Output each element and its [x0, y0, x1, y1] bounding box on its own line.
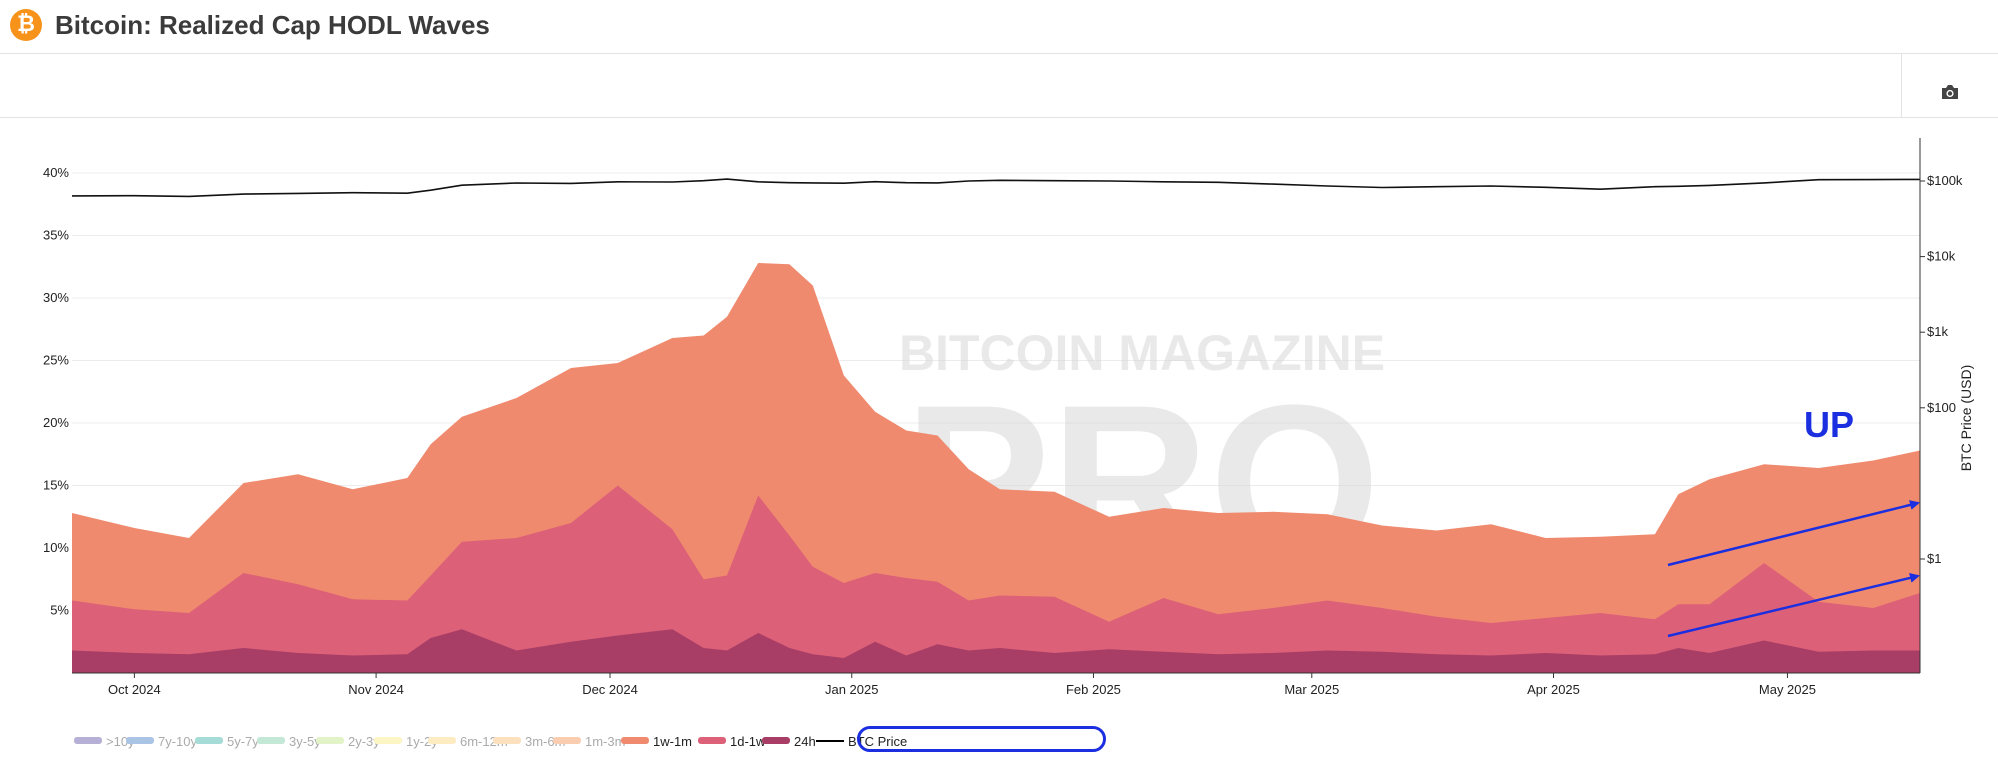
legend-label: 5y-7y [227, 734, 259, 749]
x-tick-label: Apr 2025 [1527, 682, 1580, 697]
y-right-axis-label: BTC Price (USD) [1958, 365, 1974, 472]
y-right-tick-label: $100 [1927, 400, 1956, 415]
y-left-tick-label: 30% [43, 290, 69, 305]
up-arrow-lower [1667, 573, 1920, 638]
y-left-tick-label: 10% [43, 540, 69, 555]
legend-label: 7y-10y [158, 734, 198, 749]
x-tick-label: Dec 2024 [582, 682, 638, 697]
legend-swatch [493, 737, 521, 745]
legend-label: 3y-5y [289, 734, 321, 749]
page-title: Bitcoin: Realized Cap HODL Waves [55, 10, 490, 40]
legend-label: 1d-1w [730, 734, 766, 749]
area-series-1d-1w [72, 485, 1920, 673]
legend-item-2y-3y[interactable]: 2y-3y [316, 732, 380, 752]
legend-label: 1w-1m [653, 734, 693, 749]
x-tick-label: Feb 2025 [1066, 682, 1121, 697]
y-left-tick-label: 35% [43, 228, 69, 243]
legend-item-1d-1w[interactable]: 1d-1w [698, 732, 765, 752]
page-header: ₿ Bitcoin: Realized Cap HODL Waves [0, 0, 1998, 54]
x-tick-label: Oct 2024 [108, 682, 161, 697]
legend-highlight-box [857, 726, 1106, 752]
legend-item-5y-7y[interactable]: 5y-7y [195, 732, 259, 752]
y-left-tick-label: 5% [50, 603, 69, 618]
legend-label: 2y-3y [348, 734, 380, 749]
x-tick-label: Mar 2025 [1284, 682, 1339, 697]
legend-label: 1m-3m [585, 734, 626, 749]
chart-toolbar [0, 54, 1998, 118]
y-right-tick-label: $10k [1927, 249, 1956, 264]
legend-swatch [257, 737, 285, 745]
y-right-tick-label: $1 [1927, 551, 1941, 566]
legend-item-1w-1m[interactable]: 1w-1m [621, 732, 692, 752]
legend-item-7y-10y[interactable]: 7y-10y [126, 732, 197, 752]
legend-swatch [698, 737, 726, 745]
y-left-tick-label: 20% [43, 415, 69, 430]
up-arrow-upper [1667, 500, 1920, 567]
legend-item-3y-5y[interactable]: 3y-5y [257, 732, 321, 752]
legend-swatch [553, 737, 581, 745]
legend-swatch [316, 737, 344, 745]
camera-icon[interactable] [1940, 84, 1960, 100]
y-right-tick-label: $100k [1927, 173, 1963, 188]
legend-swatch [762, 737, 790, 745]
bitcoin-logo-icon: ₿ [10, 9, 42, 41]
y-left-tick-label: 15% [43, 478, 69, 493]
legend-item-1m-3m[interactable]: 1m-3m [553, 732, 625, 752]
x-tick-label: May 2025 [1759, 682, 1816, 697]
legend-swatch [126, 737, 154, 745]
legend-line-swatch [816, 739, 844, 742]
y-left-tick-label: 40% [43, 165, 69, 180]
legend-swatch [428, 737, 456, 745]
area-series-24h [72, 629, 1920, 673]
y-right-tick-label: $1k [1927, 324, 1948, 339]
hodl-waves-chart: BITCOIN MAGAZINEPRO5%10%15%20%25%30%35%4… [43, 138, 1974, 697]
btc-price-line [71, 178, 1921, 198]
legend-label: 24h [794, 734, 816, 749]
legend-swatch [621, 737, 649, 745]
x-tick-label: Nov 2024 [348, 682, 404, 697]
legend-swatch [374, 737, 402, 745]
toolbar-divider [1901, 54, 1902, 118]
legend-swatch [195, 737, 223, 745]
watermark-line1: BITCOIN MAGAZINE [899, 325, 1385, 381]
x-tick-label: Jan 2025 [825, 682, 879, 697]
legend-swatch [74, 737, 102, 745]
y-left-tick-label: 25% [43, 353, 69, 368]
legend-item-24h[interactable]: 24h [762, 732, 816, 752]
up-annotation: UP [1804, 404, 1855, 445]
